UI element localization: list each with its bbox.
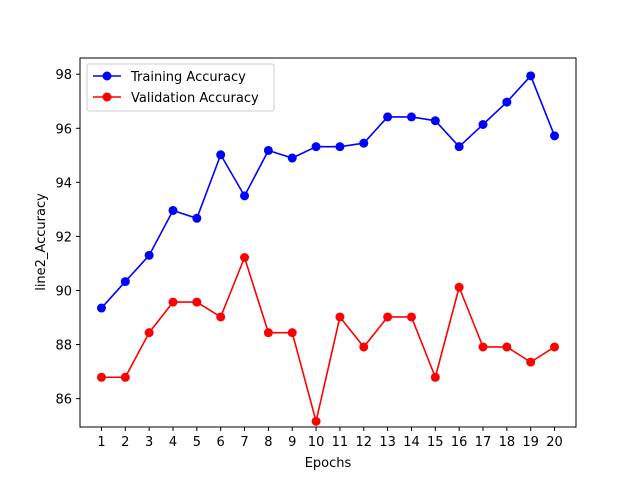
x-tick-label: 15 (427, 435, 444, 450)
data-point (430, 116, 440, 126)
y-axis-ticks: 86 88 90 92 94 96 98 (55, 68, 80, 408)
x-tick-label: 20 (546, 435, 563, 450)
y-tick-label: 90 (55, 284, 72, 299)
legend-marker-training (102, 71, 112, 81)
data-point (240, 191, 250, 201)
data-point (359, 138, 369, 148)
axes-frame (79, 57, 577, 428)
y-tick-label: 88 (55, 339, 72, 354)
data-point (168, 297, 178, 307)
y-tick-label: 86 (55, 393, 72, 408)
data-point (216, 150, 226, 160)
x-tick-label: 13 (379, 435, 396, 450)
x-tick-label: 17 (475, 435, 492, 450)
data-point (287, 153, 297, 163)
legend-box (86, 63, 275, 112)
data-point (430, 372, 440, 382)
data-point (192, 297, 202, 307)
x-tick-label: 19 (522, 435, 539, 450)
data-point (550, 131, 560, 141)
data-point (383, 312, 393, 322)
data-point (383, 112, 393, 122)
data-point (526, 71, 536, 81)
data-point (144, 328, 154, 338)
data-point (144, 250, 154, 260)
x-tick-label: 5 (193, 435, 201, 450)
x-tick-label: 16 (451, 435, 468, 450)
x-axis-label: Epochs (305, 456, 352, 471)
x-tick-label: 10 (308, 435, 325, 450)
data-point (502, 342, 512, 352)
data-point (406, 112, 416, 122)
legend: Training Accuracy Validation Accuracy (86, 63, 275, 112)
x-tick-label: 11 (332, 435, 349, 450)
y-tick-label: 96 (55, 122, 72, 137)
data-point (168, 205, 178, 215)
data-point (502, 97, 512, 107)
data-point (478, 120, 488, 130)
data-point (216, 312, 226, 322)
series-layer (96, 71, 560, 426)
x-tick-label: 4 (169, 435, 177, 450)
y-tick-label: 98 (55, 68, 72, 83)
plot-area (80, 58, 576, 427)
y-tick-label: 92 (55, 230, 72, 245)
data-point (311, 416, 321, 426)
data-point (550, 342, 560, 352)
data-point (120, 372, 130, 382)
x-tick-label: 9 (288, 435, 296, 450)
data-point (454, 282, 464, 292)
x-tick-label: 14 (403, 435, 420, 450)
data-point (263, 328, 273, 338)
y-axis-label: line2_Accuracy (34, 193, 49, 291)
y-tick-label: 94 (55, 176, 72, 191)
data-point (311, 142, 321, 152)
x-tick-label: 6 (217, 435, 225, 450)
x-tick-label: 18 (499, 435, 516, 450)
data-point (406, 312, 416, 322)
data-point (454, 142, 464, 152)
x-tick-label: 1 (97, 435, 105, 450)
data-point (96, 303, 106, 313)
data-point (335, 312, 345, 322)
data-point (359, 342, 369, 352)
data-point (120, 277, 130, 287)
data-point (240, 253, 250, 263)
data-point (335, 142, 345, 152)
data-point (287, 328, 297, 338)
legend-marker-validation (102, 92, 112, 102)
data-point (96, 372, 106, 382)
x-tick-label: 3 (145, 435, 153, 450)
legend-label-validation: Validation Accuracy (131, 91, 259, 106)
x-tick-label: 7 (240, 435, 248, 450)
data-point (526, 357, 536, 367)
x-tick-label: 2 (121, 435, 129, 450)
x-tick-label: 8 (264, 435, 272, 450)
data-point (192, 213, 202, 223)
x-axis-ticks: 1 2 3 4 5 6 7 8 9 10 11 12 13 14 15 16 17 18 19 20 (97, 427, 563, 450)
legend-label-training: Training Accuracy (130, 70, 246, 85)
data-point (478, 342, 488, 352)
x-tick-label: 12 (355, 435, 372, 450)
data-point (263, 145, 273, 155)
